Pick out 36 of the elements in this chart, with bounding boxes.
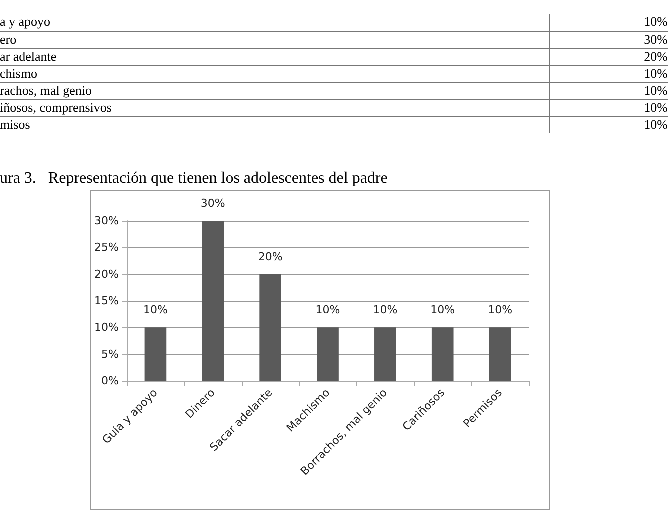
text: ero — [0, 31, 550, 48]
text: 10% — [549, 99, 668, 116]
data-label: 10% — [143, 304, 168, 317]
bar — [374, 328, 396, 381]
text: chismo — [0, 65, 550, 82]
text: rachos, mal genio — [0, 82, 550, 99]
y-tick-label: 20% — [94, 268, 119, 281]
text: 10% — [549, 65, 668, 82]
text: 10% — [549, 14, 668, 31]
chart-title: ura 3. Representación que tienen los adolescentes del padre — [0, 170, 388, 188]
text: misos — [0, 116, 550, 133]
text: 30% — [549, 31, 668, 48]
bar — [489, 328, 512, 381]
data-label: 10% — [430, 304, 456, 317]
data-label: 10% — [488, 304, 513, 317]
data-label: 30% — [200, 197, 226, 210]
text: a y apoyo — [0, 14, 550, 31]
data-label: 10% — [316, 304, 340, 317]
bar — [432, 328, 454, 381]
bar — [202, 221, 224, 381]
y-tick-label: 0% — [102, 374, 119, 388]
y-tick-label: 15% — [94, 294, 119, 308]
bar — [260, 274, 282, 381]
text: ar adelante — [0, 48, 550, 65]
y-tick-label: 30% — [94, 214, 119, 228]
data-label: 10% — [373, 304, 398, 317]
text: iñosos, comprensivos — [0, 99, 550, 116]
text: 10% — [643, 116, 668, 133]
y-tick-label: 5% — [102, 348, 119, 361]
text: 20% — [549, 48, 668, 65]
bar — [317, 328, 339, 381]
data-label: 20% — [258, 250, 283, 264]
y-tick-label: 10% — [94, 321, 119, 334]
y-tick-label: 25% — [94, 241, 119, 254]
bar — [144, 328, 167, 381]
text: 10% — [549, 82, 668, 99]
